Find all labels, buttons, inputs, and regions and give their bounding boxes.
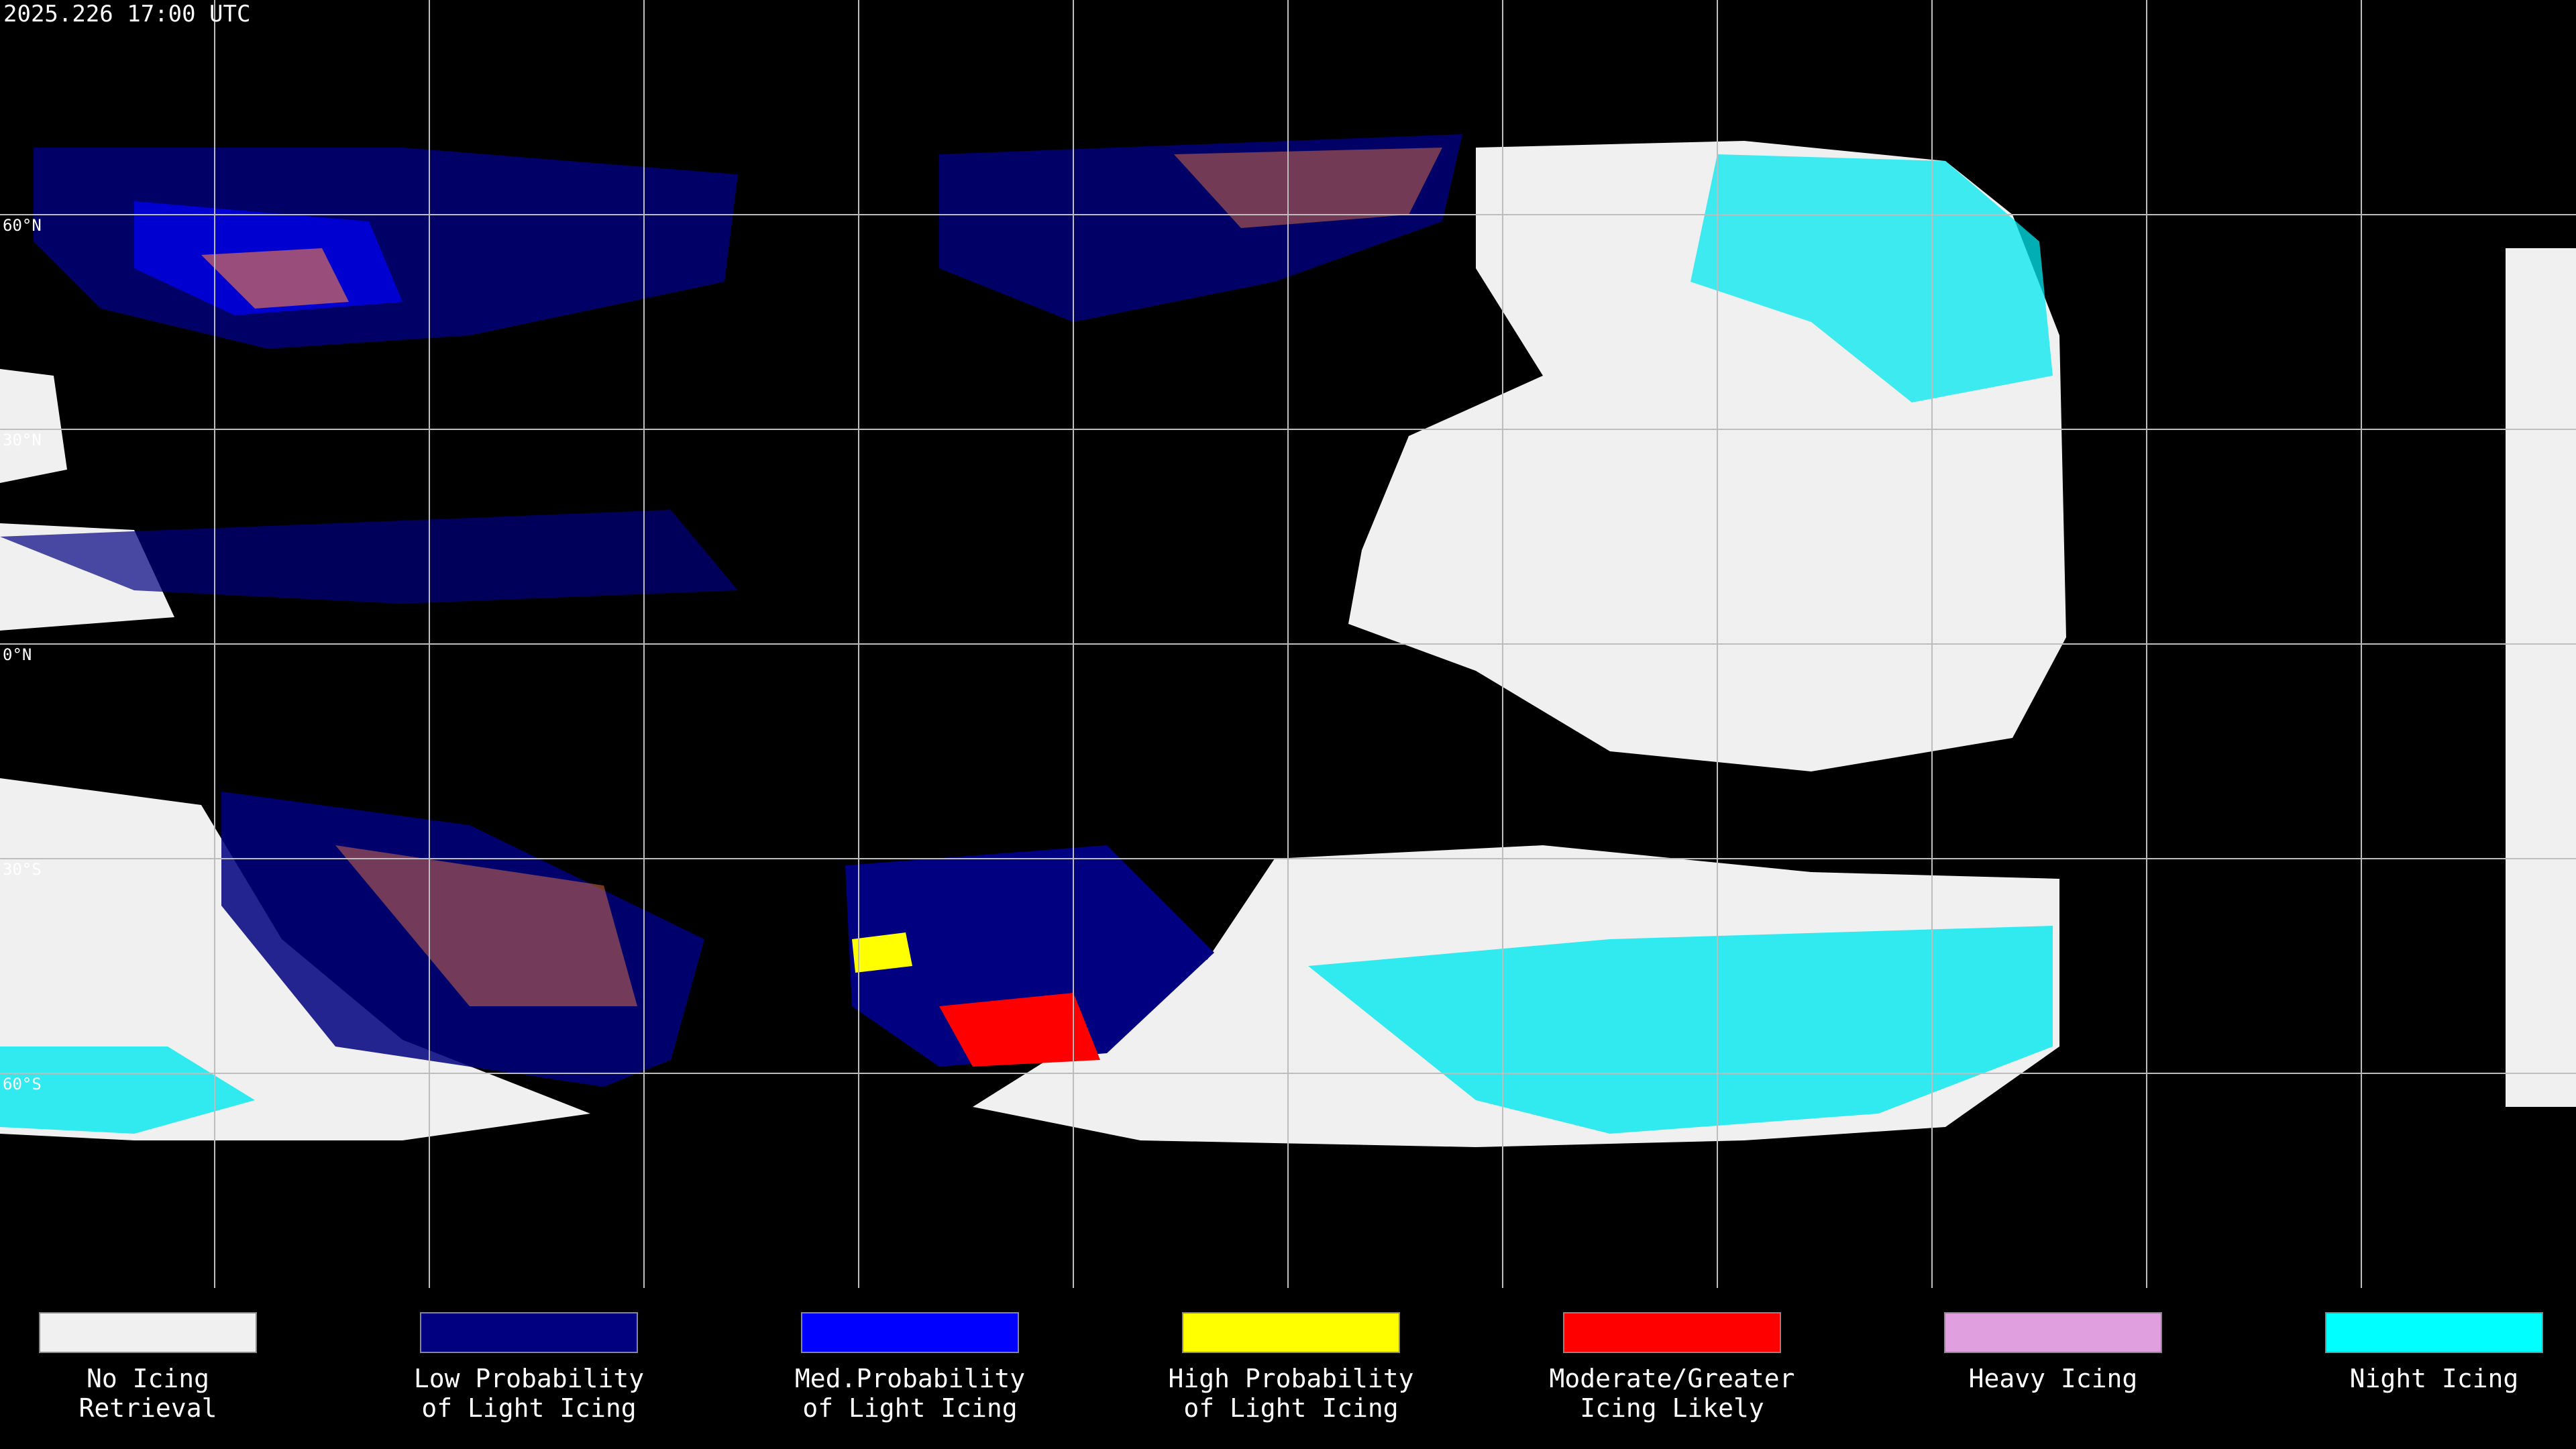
icing-region <box>201 248 349 309</box>
legend-label: Moderate/Greater <box>1549 1364 1794 1393</box>
legend-label: Icing Likely <box>1580 1393 1764 1423</box>
timestamp: 2025.226 17:00 UTC <box>3 1 250 28</box>
legend-label: Retrieval <box>79 1393 217 1423</box>
latitude-labels: 60°N 30°N 0°N 30°S 60°S <box>3 216 42 1093</box>
icing-region <box>0 510 738 604</box>
icing-region <box>221 792 704 1087</box>
legend-label: No Icing <box>87 1364 209 1393</box>
legend-label: Med.Probability <box>795 1364 1025 1393</box>
legend-swatch <box>1944 1312 2162 1353</box>
latitude-label: 30°S <box>3 860 42 879</box>
icing-region <box>1174 148 1442 228</box>
graticule <box>0 0 2576 1288</box>
night-region <box>0 1046 255 1134</box>
icing-region <box>939 993 1100 1067</box>
legend-swatch <box>420 1312 638 1353</box>
legend-swatch <box>1563 1312 1781 1353</box>
icing-region <box>939 134 1462 322</box>
legend-swatch <box>1182 1312 1400 1353</box>
legend-label: Heavy Icing <box>1969 1364 2138 1393</box>
legend-label: of Light Icing <box>802 1393 1017 1423</box>
cloud-region <box>2506 248 2576 1107</box>
night-region <box>1690 154 2053 402</box>
icing-region <box>845 845 1214 1067</box>
legend-label: High Probability <box>1168 1364 1413 1393</box>
latitude-label: 60°S <box>3 1075 42 1093</box>
map-layer <box>0 134 2576 1147</box>
icing-region <box>852 932 912 973</box>
legend-swatch <box>39 1312 257 1353</box>
legend-swatch <box>2325 1312 2543 1353</box>
latitude-label: 0°N <box>3 645 32 664</box>
icing-region <box>335 845 637 1006</box>
legend-label: of Light Icing <box>1183 1393 1398 1423</box>
legend-label: Night Icing <box>2350 1364 2519 1393</box>
legend-swatch <box>801 1312 1019 1353</box>
legend-label: of Light Icing <box>421 1393 636 1423</box>
legend-label: Low Probability <box>414 1364 644 1393</box>
latitude-label: 60°N <box>3 216 42 235</box>
night-region <box>1308 926 2053 1134</box>
latitude-label: 30°N <box>3 431 42 449</box>
